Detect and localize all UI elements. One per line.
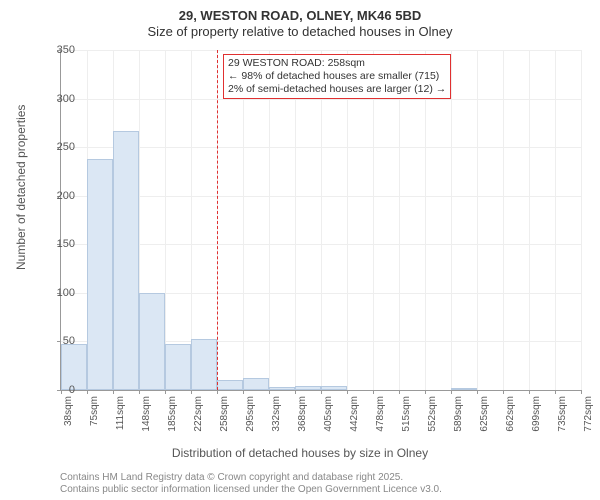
xtick-label: 515sqm [401,396,412,432]
xtick-mark [217,390,218,394]
xtick-mark [529,390,530,394]
grid-line-v [451,50,452,390]
histogram-bar [139,293,165,390]
marker-line [217,50,218,390]
grid-line-v [165,50,166,390]
xtick-label: 442sqm [349,396,360,432]
xtick-label: 662sqm [505,396,516,432]
grid-line-v [555,50,556,390]
grid-line-v [321,50,322,390]
ytick-label: 100 [45,287,75,299]
annotation-line: 29 WESTON ROAD: 258sqm [228,57,446,70]
grid-line-v [581,50,582,390]
xtick-label: 185sqm [167,396,178,432]
xtick-label: 111sqm [115,396,126,430]
xtick-label: 478sqm [375,396,386,432]
grid-line-v [269,50,270,390]
xtick-mark [581,390,582,394]
histogram-bar [451,388,477,390]
x-axis-label: Distribution of detached houses by size … [0,446,600,460]
xtick-label: 332sqm [271,396,282,432]
annotation-box: 29 WESTON ROAD: 258sqm← 98% of detached … [223,54,451,99]
xtick-label: 38sqm [63,396,74,426]
histogram-bar [269,387,295,390]
xtick-label: 552sqm [427,396,438,432]
histogram-bar [191,339,217,390]
ytick-label: 350 [45,44,75,56]
xtick-label: 368sqm [297,396,308,432]
grid-line-v [503,50,504,390]
xtick-label: 589sqm [453,396,464,432]
xtick-mark [347,390,348,394]
grid-line-v [425,50,426,390]
y-axis-label: Number of detached properties [14,105,28,270]
footer-line-1: Contains HM Land Registry data © Crown c… [60,472,442,484]
xtick-mark [191,390,192,394]
xtick-label: 75sqm [89,396,100,426]
grid-line-v [295,50,296,390]
grid-line-v [399,50,400,390]
plot-area: 29 WESTON ROAD: 258sqm← 98% of detached … [60,50,581,391]
xtick-label: 625sqm [479,396,490,432]
xtick-mark [165,390,166,394]
xtick-mark [373,390,374,394]
grid-line-v [373,50,374,390]
histogram-bar [243,378,269,390]
xtick-mark [113,390,114,394]
ytick-label: 250 [45,141,75,153]
grid-line-v [529,50,530,390]
ytick-label: 50 [45,335,75,347]
xtick-label: 222sqm [193,396,204,432]
chart-subtitle: Size of property relative to detached ho… [0,24,600,39]
ytick-label: 150 [45,238,75,250]
xtick-mark [295,390,296,394]
grid-line-v [347,50,348,390]
xtick-mark [399,390,400,394]
annotation-line: 2% of semi-detached houses are larger (1… [228,83,446,96]
xtick-mark [425,390,426,394]
ytick-label: 0 [45,384,75,396]
xtick-mark [139,390,140,394]
ytick-label: 300 [45,93,75,105]
xtick-label: 772sqm [583,396,594,432]
xtick-mark [477,390,478,394]
annotation-line: ← 98% of detached houses are smaller (71… [228,70,446,83]
xtick-mark [321,390,322,394]
xtick-mark [243,390,244,394]
xtick-label: 699sqm [531,396,542,432]
chart-container: 29, WESTON ROAD, OLNEY, MK46 5BD Size of… [0,0,600,500]
xtick-label: 735sqm [557,396,568,432]
histogram-bar [217,380,243,390]
histogram-bar [165,344,191,390]
histogram-bar [321,386,347,390]
xtick-mark [269,390,270,394]
chart-title: 29, WESTON ROAD, OLNEY, MK46 5BD [0,8,600,23]
footer-line-2: Contains public sector information licen… [60,484,442,496]
chart-footer: Contains HM Land Registry data © Crown c… [60,472,442,496]
xtick-mark [503,390,504,394]
xtick-label: 405sqm [323,396,334,432]
histogram-bar [113,131,139,390]
xtick-label: 295sqm [245,396,256,432]
histogram-bar [87,159,113,390]
grid-line-v [477,50,478,390]
xtick-mark [555,390,556,394]
xtick-label: 148sqm [141,396,152,432]
ytick-label: 200 [45,190,75,202]
xtick-mark [87,390,88,394]
xtick-mark [451,390,452,394]
xtick-label: 258sqm [219,396,230,432]
grid-line-v [243,50,244,390]
histogram-bar [295,386,321,390]
